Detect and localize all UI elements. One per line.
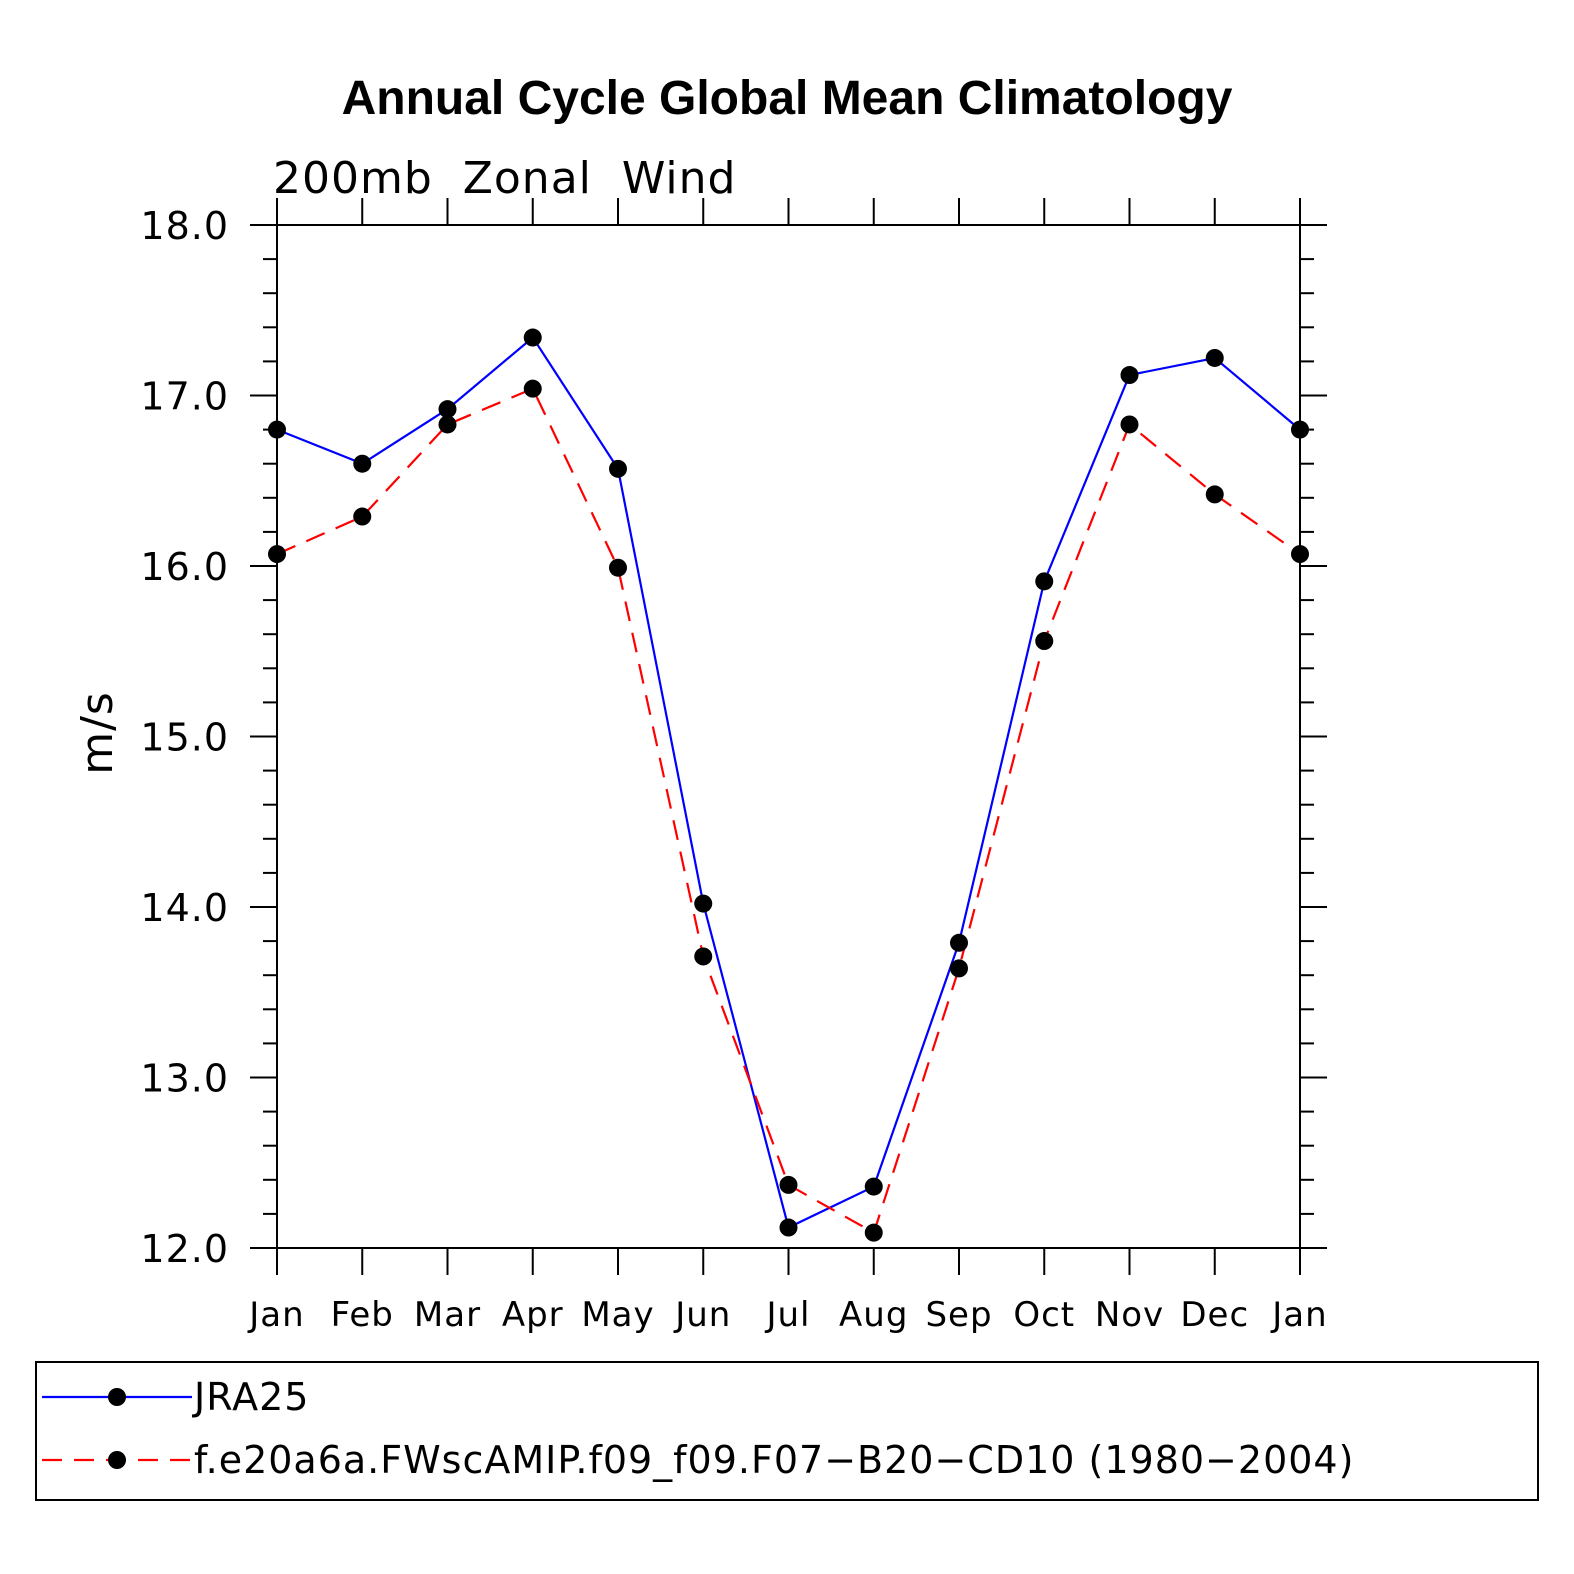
axes (250, 198, 1327, 1275)
x-tick-label: Feb (331, 1295, 394, 1335)
plot-frame (276, 224, 1301, 1249)
data-point-series-2 (779, 1175, 798, 1194)
y-tick-label: 17.0 (140, 375, 229, 419)
data-point-series-1 (1205, 348, 1224, 367)
data-point-series-2 (353, 507, 372, 526)
data-point-series-1 (1035, 572, 1054, 591)
chart-title: Annual Cycle Global Mean Climatology (342, 72, 1233, 125)
data-point-series-1 (779, 1218, 798, 1237)
y-tick-label: 15.0 (140, 716, 229, 760)
legend-box (35, 1361, 1539, 1501)
chart-subtitle: 200mb Zonal Wind (273, 153, 736, 204)
x-tick-label: Jan (1270, 1295, 1327, 1335)
data-point-series-2 (523, 379, 542, 398)
data-point-series-1 (1291, 420, 1309, 439)
legend-label-2: f.e20a6a.FWscAMIP.f09_f09.F07−B20−CD10 (… (194, 1438, 1354, 1482)
y-tick-label: 13.0 (140, 1057, 229, 1101)
y-tick-label: 14.0 (140, 886, 229, 930)
data-point-series-2 (694, 947, 713, 966)
data-point-series-1 (950, 933, 968, 952)
data-point-series-1 (438, 400, 457, 419)
data-point-series-2 (864, 1223, 883, 1242)
data-point-series-1 (694, 894, 713, 913)
data-point-series-1 (268, 420, 286, 439)
x-tick-label: Nov (1095, 1295, 1164, 1335)
y-tick-label: 18.0 (140, 204, 229, 248)
x-tick-label: Dec (1180, 1295, 1249, 1335)
x-tick-label: Jan (247, 1295, 304, 1335)
series-layer (268, 328, 1309, 1242)
data-point-series-2 (609, 558, 627, 577)
x-tick-label: Oct (1013, 1295, 1075, 1335)
legend: JRA25 f.e20a6a.FWscAMIP.f09_f09.F07−B20−C… (35, 1361, 1539, 1501)
x-tick-label: Apr (502, 1295, 564, 1335)
x-tick-label: May (581, 1295, 654, 1335)
data-point-series-2 (438, 415, 457, 434)
data-point-series-1 (353, 454, 372, 473)
data-point-series-2 (1291, 545, 1309, 564)
data-point-series-2 (950, 959, 968, 978)
series-line-2 (276, 387, 1301, 1235)
legend-marker-1 (108, 1388, 126, 1406)
data-point-series-1 (609, 459, 627, 478)
data-point-series-2 (1205, 485, 1224, 504)
data-point-series-2 (1120, 415, 1139, 434)
y-axis-label: m/s (72, 691, 123, 775)
x-tick-label: Jun (673, 1295, 731, 1335)
y-tick-label: 16.0 (140, 545, 229, 589)
data-point-series-1 (864, 1177, 883, 1196)
tick-labels: Jan Feb Mar Apr May Jun Jul Aug Sep Oct Nov Dec Jan 1… (140, 204, 1327, 1335)
y-tick-label: 12.0 (140, 1227, 229, 1271)
x-tick-label: Aug (839, 1295, 908, 1335)
data-point-series-2 (268, 545, 286, 564)
legend-marker-2 (108, 1451, 126, 1469)
data-point-series-2 (1035, 632, 1054, 651)
data-point-series-1 (1120, 366, 1139, 385)
x-tick-label: Mar (414, 1295, 481, 1335)
x-tick-label: Jul (764, 1295, 810, 1335)
x-tick-label: Sep (925, 1295, 992, 1335)
legend-label-1: JRA25 (192, 1375, 309, 1419)
series-line-1 (276, 335, 1301, 1230)
data-point-series-1 (523, 328, 542, 347)
